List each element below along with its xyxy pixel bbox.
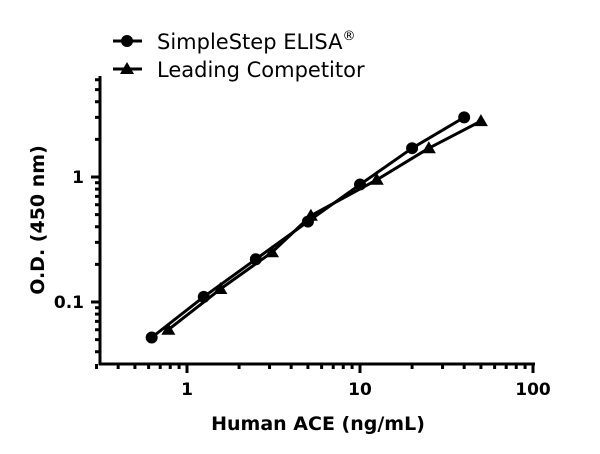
x-axis-title: Human ACE (ng/mL) (211, 413, 425, 435)
x-axis-ticks (95, 364, 535, 373)
legend-label-competitor: Leading Competitor (157, 58, 365, 82)
y-axis-title: O.D. (450 nm) (27, 145, 49, 295)
triangle-marker-icon (120, 62, 134, 74)
x-tick-label-100: 100 (515, 380, 551, 400)
y-tick-label-0.1: 0.1 (54, 293, 84, 313)
data-point-circle (458, 111, 471, 124)
y-axis-ticks (91, 78, 100, 354)
x-axis: 1 10 100 Human ACE (ng/mL) (95, 362, 551, 435)
data-point-circle (406, 142, 419, 155)
x-tick-label-1: 1 (181, 380, 193, 400)
data-point-triangle (421, 141, 436, 154)
registered-mark: ® (342, 29, 355, 44)
plot-area (145, 111, 488, 344)
x-tick-label-10: 10 (348, 380, 372, 400)
data-point-circle (145, 331, 158, 344)
data-point-triangle (369, 172, 384, 185)
svg-text:SimpleStep ELISA®: SimpleStep ELISA® (157, 29, 355, 54)
data-point-triangle (265, 245, 280, 258)
legend-item-simplestep: SimpleStep ELISA® (113, 29, 355, 54)
data-point-triangle (161, 322, 176, 335)
circle-marker-icon (121, 35, 133, 47)
legend-item-competitor: Leading Competitor (113, 58, 365, 82)
series-competitor (161, 114, 488, 335)
y-axis: 1 0.1 O.D. (450 nm) (27, 76, 102, 365)
legend: SimpleStep ELISA® Leading Competitor (113, 29, 365, 82)
legend-label-simplestep: SimpleStep ELISA (157, 30, 343, 54)
data-point-triangle (303, 208, 318, 221)
data-point-triangle (213, 282, 228, 295)
data-point-triangle (473, 114, 488, 127)
y-tick-label-1: 1 (72, 168, 84, 188)
